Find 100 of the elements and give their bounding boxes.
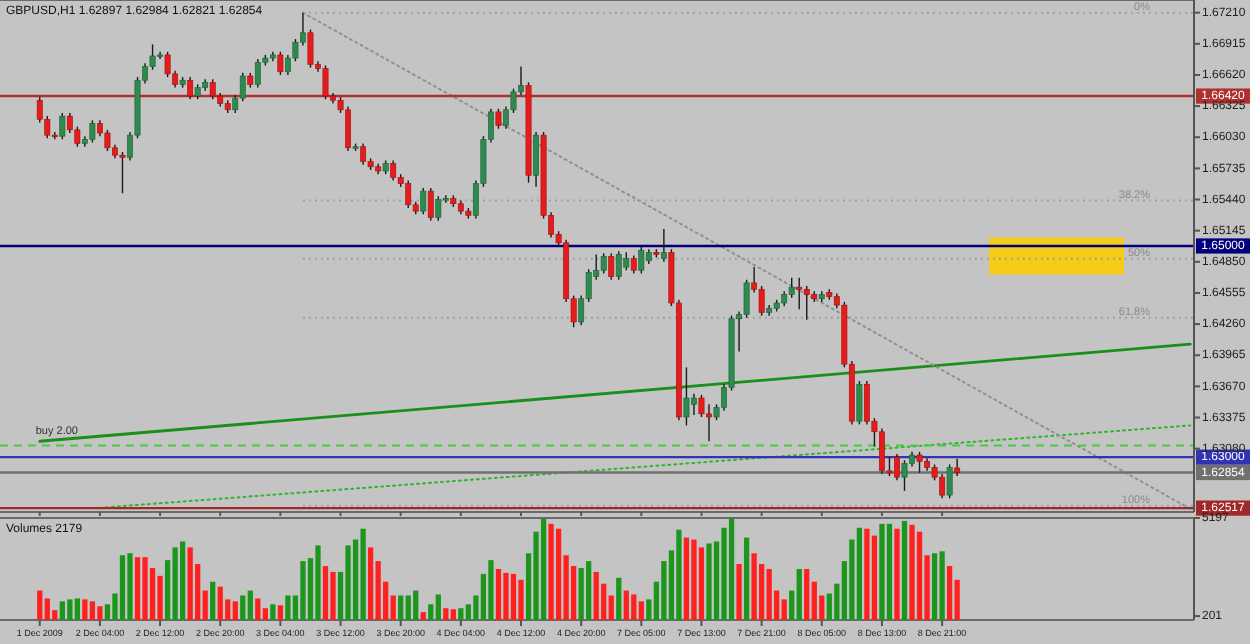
bar [864, 528, 870, 620]
bar [495, 568, 502, 620]
bar [285, 595, 291, 620]
bar [766, 568, 772, 620]
candlestick [495, 108, 502, 130]
bar [97, 606, 103, 620]
candlestick [691, 393, 697, 416]
candlestick [435, 195, 442, 222]
bar [74, 598, 80, 620]
bar [623, 590, 629, 620]
candlestick [638, 246, 645, 275]
bar [367, 547, 374, 620]
bar [909, 524, 915, 620]
candlestick [879, 427, 885, 475]
candlestick [277, 51, 284, 76]
bar [706, 543, 712, 620]
candlestick [803, 285, 810, 321]
candlestick [187, 76, 194, 100]
bar [142, 557, 148, 620]
candlestick [863, 380, 870, 426]
bar [631, 594, 637, 620]
bar [856, 527, 863, 620]
bar [458, 608, 464, 620]
bar [518, 579, 524, 620]
bar [743, 537, 750, 620]
bar [270, 604, 276, 620]
bar [691, 539, 697, 620]
candlestick [405, 179, 412, 209]
bar [721, 527, 727, 620]
bar [751, 553, 757, 620]
bar [255, 598, 261, 620]
bar [134, 557, 141, 620]
candlestick [706, 403, 712, 442]
bar [413, 590, 419, 620]
bar [683, 537, 690, 620]
bar [443, 608, 449, 620]
bar [804, 568, 810, 620]
bar [586, 561, 592, 620]
bar [210, 581, 216, 620]
bar [616, 577, 622, 620]
candlestick [615, 250, 622, 281]
bar [322, 566, 329, 620]
bar [330, 571, 336, 620]
bar [89, 601, 96, 620]
bar [946, 566, 953, 620]
bar [503, 572, 509, 620]
bar [277, 605, 284, 620]
candlestick [608, 252, 615, 281]
bar [578, 567, 584, 620]
bar [548, 523, 554, 620]
candlestick [345, 105, 351, 152]
candlestick [89, 119, 96, 144]
candlestick [788, 276, 795, 299]
candlestick [533, 131, 539, 188]
bar [638, 601, 644, 620]
candlestick [390, 159, 397, 182]
bar [901, 520, 908, 620]
candlestick [254, 58, 261, 89]
bar [240, 595, 246, 620]
bar [450, 609, 456, 620]
bar [894, 528, 900, 620]
candlestick [856, 380, 863, 426]
bar [360, 528, 366, 620]
candlestick [901, 459, 908, 492]
bar [187, 547, 193, 620]
bar [217, 586, 223, 620]
bar [593, 571, 599, 620]
candlestick [916, 451, 923, 474]
candlestick [600, 252, 607, 275]
bar [37, 590, 43, 620]
candlestick [239, 72, 246, 103]
bar [172, 547, 178, 620]
bar [157, 575, 163, 620]
bar [127, 553, 133, 620]
candlestick [660, 228, 667, 263]
bar [676, 529, 682, 620]
bar [939, 551, 945, 620]
bar [916, 531, 923, 620]
bar [540, 518, 547, 620]
bar [420, 612, 426, 620]
bar [931, 553, 938, 620]
bar [796, 568, 802, 620]
bar [232, 601, 238, 620]
bar [886, 523, 893, 620]
bar [728, 518, 735, 620]
bar [698, 547, 705, 620]
candlestick [939, 473, 946, 499]
bar [488, 560, 494, 620]
candlestick [954, 458, 961, 477]
bar [510, 573, 517, 620]
bar [67, 599, 73, 620]
candlestick [209, 78, 216, 100]
bar [180, 541, 186, 620]
bar [736, 564, 742, 620]
candlestick [894, 453, 900, 482]
bar [879, 523, 885, 620]
bar [59, 601, 65, 620]
bar [315, 545, 321, 620]
candlestick [683, 366, 690, 427]
candlestick [420, 187, 427, 215]
